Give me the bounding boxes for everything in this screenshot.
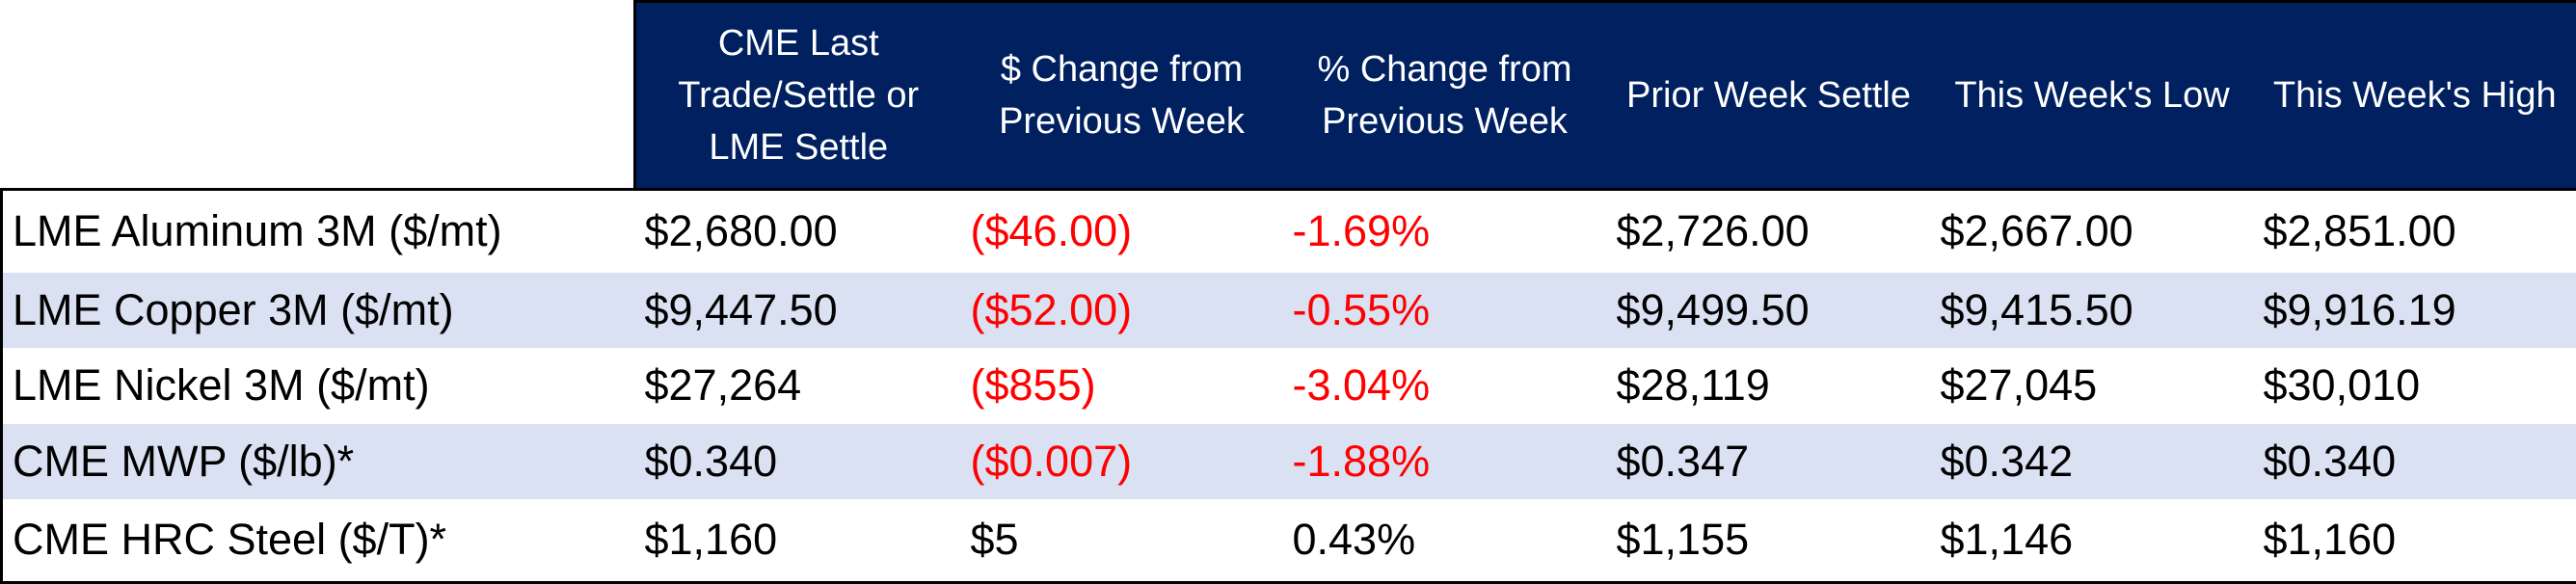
last-settle-cell: $0.340 [634,423,961,499]
last-settle-cell: $27,264 [644,360,802,410]
header-last-trade-settle: CME Last Trade/Settle or LME Settle [634,0,961,191]
header-row: CME Last Trade/Settle or LME Settle $ Ch… [1,0,2576,191]
dollar-change-cell: ($46.00) [970,206,1133,256]
prior-week-settle-cell: $2,726.00 [1616,206,1810,256]
percent-change-cell: -1.88% [1282,423,1607,499]
table-row-cme-hrc-steel: CME HRC Steel ($/T)* $1,160 $5 0.43% $1,… [0,498,2576,584]
percent-change-cell: 0.43% [1282,498,1607,584]
table-row-cme-mwp: CME MWP ($/lb)* $0.340 ($0.007) -1.88% $… [0,423,2576,499]
week-low-cell: $9,415.50 [1930,272,2254,348]
last-settle-cell: $1,160 [634,498,961,584]
percent-change-cell: -3.04% [1292,360,1431,410]
table-row-lme-aluminum: LME Aluminum 3M ($/mt) $2,680.00 ($46.00… [0,189,2576,273]
percent-change-cell: -0.55% [1282,272,1607,348]
table-row-lme-nickel: LME Nickel 3M ($/mt) $27,264 ($855) -3.0… [0,347,2576,424]
header-blank-cell [1,1,636,191]
header-prior-week-settle: Prior Week Settle [1606,0,1931,191]
row-label: LME Aluminum 3M ($/mt) [0,189,635,273]
header-percent-change: % Change from Previous Week [1282,0,1607,191]
week-low-cell: $1,146 [1930,498,2254,584]
week-low-cell: $0.342 [1930,423,2254,499]
row-label: LME Nickel 3M ($/mt) [0,347,635,424]
week-low-cell: $2,667.00 [1940,206,2133,256]
header-week-low: This Week's Low [1930,0,2254,191]
percent-change-cell: -1.69% [1292,206,1431,256]
prior-week-settle-cell: $0.347 [1606,423,1931,499]
week-high-cell: $2,851.00 [2253,189,2576,273]
header-dollar-change: $ Change from Previous Week [960,0,1283,191]
week-high-cell: $0.340 [2253,423,2576,499]
last-settle-cell: $2,680.00 [644,206,838,256]
prior-week-settle-cell: $1,155 [1606,498,1931,584]
week-high-cell: $30,010 [2253,347,2576,424]
row-label: CME MWP ($/lb)* [0,423,635,499]
row-label: CME HRC Steel ($/T)* [0,498,635,584]
dollar-change-cell: $5 [960,498,1283,584]
table-row-lme-copper: LME Copper 3M ($/mt) $9,447.50 ($52.00) … [0,272,2576,348]
prior-week-settle-cell: $9,499.50 [1606,272,1931,348]
week-high-cell: $1,160 [2253,498,2576,584]
prior-week-settle-cell: $28,119 [1616,360,1770,410]
week-low-cell: $27,045 [1940,360,2098,410]
dollar-change-cell: ($52.00) [960,272,1283,348]
row-label: LME Copper 3M ($/mt) [0,272,635,348]
dollar-change-cell: ($855) [970,360,1096,410]
last-settle-cell: $9,447.50 [634,272,961,348]
header-week-high: This Week's High [2253,0,2576,191]
dollar-change-cell: ($0.007) [960,423,1283,499]
week-high-cell: $9,916.19 [2253,272,2576,348]
